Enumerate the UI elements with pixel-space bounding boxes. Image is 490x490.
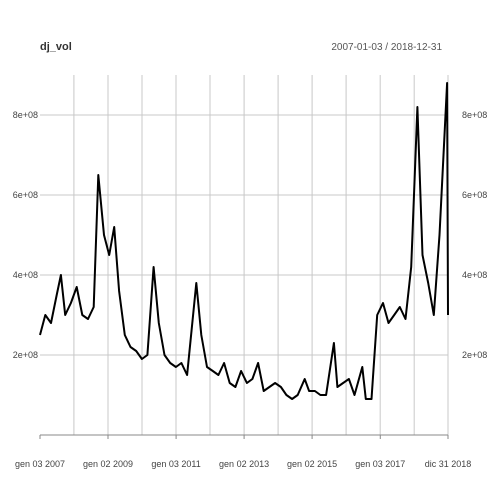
x-tick-label: gen 02 2009: [83, 459, 133, 469]
y-tick-label-left: 4e+08: [13, 270, 38, 280]
y-tick-label-left: 2e+08: [13, 350, 38, 360]
series-line: [39, 82, 449, 400]
x-tick-label: gen 03 2017: [355, 459, 405, 469]
x-tick-label: gen 03 2007: [15, 459, 65, 469]
chart-title: dj_vol: [40, 41, 72, 53]
y-tick-label-left: 8e+08: [13, 110, 38, 120]
series-layer: [39, 82, 449, 400]
grid: [40, 75, 449, 435]
axes: 2e+08 2e+08 4e+08 4e+08 6e+08 6e+08 8e+08 8e+08…: [13, 110, 488, 469]
y-tick-label-right: 4e+08: [462, 270, 487, 280]
y-tick-label-right: 8e+08: [462, 110, 487, 120]
date-range: 2007-01-03 / 2018-12-31: [331, 42, 442, 53]
x-tick-label: gen 02 2015: [287, 459, 337, 469]
y-tick-label-right: 2e+08: [462, 350, 487, 360]
x-tick-label: gen 02 2013: [219, 459, 269, 469]
y-tick-label-left: 6e+08: [13, 190, 38, 200]
x-tick-label: dic 31 2018: [425, 459, 472, 469]
y-tick-label-right: 6e+08: [462, 190, 487, 200]
x-tick-label: gen 03 2011: [151, 459, 200, 469]
